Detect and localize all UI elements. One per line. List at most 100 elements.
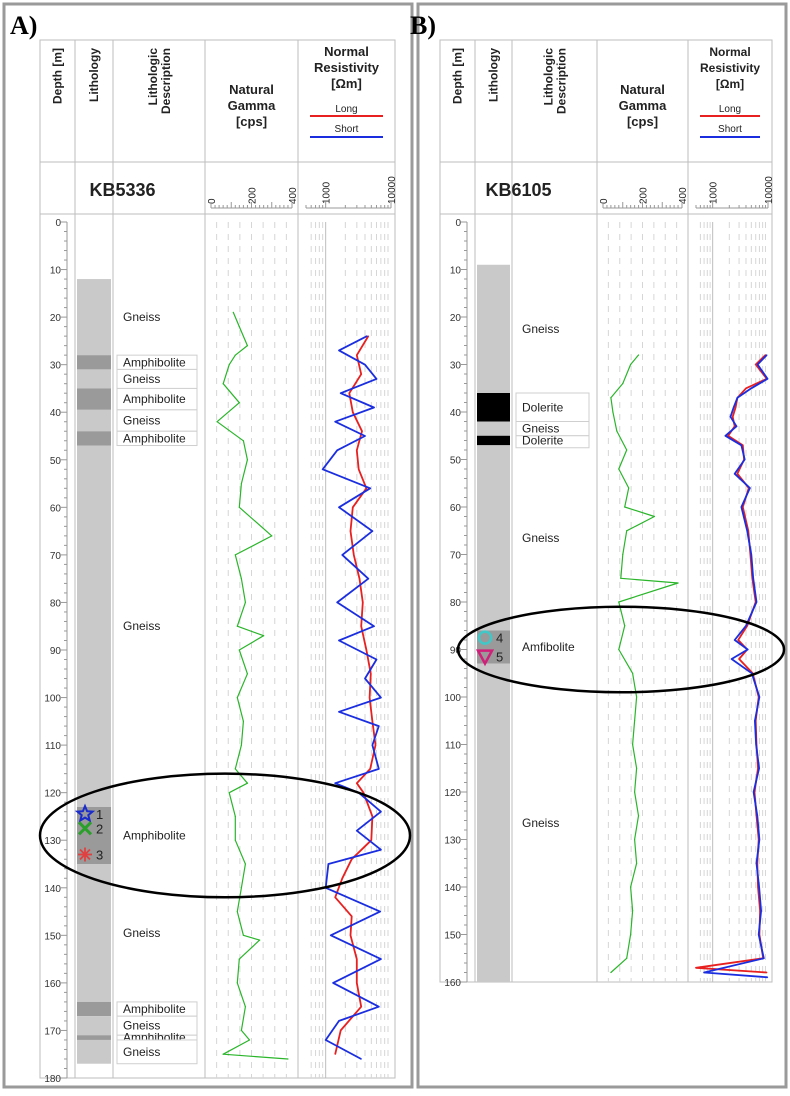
gamma-curve	[610, 354, 679, 973]
lithology-description: Gneiss	[522, 531, 559, 545]
long-resistivity-point	[351, 915, 353, 917]
gamma-point	[232, 311, 234, 313]
short-resistivity-point	[325, 1039, 327, 1041]
lithology-description: Gneiss	[123, 414, 160, 428]
depth-tick-label: 20	[450, 313, 462, 324]
gamma-point	[630, 363, 632, 366]
gamma-point	[246, 345, 249, 347]
gamma-tick-label: 0	[599, 198, 610, 204]
header-resistivity: Resistivity	[700, 61, 760, 75]
short-resistivity-point	[745, 625, 747, 627]
lithology-description: Amphibolite	[123, 355, 186, 369]
gamma-point	[632, 672, 634, 674]
short-resistivity-point	[729, 416, 732, 418]
lithology-description: Amphibolite	[123, 1002, 186, 1016]
long-resistivity-point	[367, 335, 369, 337]
panel-b: B) Depth [m] Lithology LithologicDescriptio…	[410, 11, 786, 989]
long-resistivity-point	[745, 387, 747, 389]
header-lithology: Lithology	[487, 48, 501, 102]
long-resistivity-point	[368, 696, 371, 699]
short-resistivity-point	[763, 957, 765, 959]
gamma-point	[238, 958, 240, 960]
depth-tick-label: 120	[44, 789, 61, 800]
short-resistivity-point	[334, 421, 336, 423]
legend-long: Long	[335, 104, 357, 115]
gamma-point	[628, 487, 630, 489]
gamma-point	[618, 468, 620, 470]
gamma-tick-label: 400	[288, 187, 299, 204]
lithology-description: Dolerite	[522, 434, 564, 448]
sample-marker-5: 5	[475, 649, 503, 667]
long-resistivity-point	[356, 354, 358, 356]
depth-tick-label: 100	[44, 694, 61, 705]
depth-tick-label: 40	[450, 408, 462, 419]
resistivity-tick-label: 10000	[764, 176, 775, 204]
sample-marker-label: 3	[96, 847, 103, 862]
gamma-point	[236, 982, 238, 984]
gamma-point	[622, 553, 624, 556]
gamma-point	[635, 862, 638, 864]
short-resistivity-point	[378, 768, 380, 770]
short-resistivity-point	[758, 838, 761, 841]
header-gamma: Gamma	[228, 98, 276, 113]
short-resistivity-point	[746, 530, 748, 532]
short-resistivity-point	[378, 725, 380, 727]
well-name: KB5336	[89, 180, 155, 200]
gamma-point	[248, 1039, 251, 1041]
lithology-description: Amphibolite	[123, 828, 186, 842]
depth-tick-label: 60	[50, 503, 62, 514]
panel-b-frame	[416, 2, 788, 1089]
depth-tick-label: 30	[50, 361, 62, 372]
highlight-ellipse	[456, 605, 786, 694]
long-resistivity-point	[351, 858, 353, 860]
short-resistivity-point	[378, 1006, 380, 1008]
lithology-unit	[77, 1001, 111, 1017]
gamma-point	[616, 430, 618, 432]
gamma-point	[242, 934, 244, 936]
short-resistivity-point	[336, 449, 338, 451]
panel-label: A)	[10, 11, 37, 40]
gamma-point	[632, 743, 634, 746]
long-resistivity-point	[738, 658, 740, 660]
panel-border	[39, 39, 396, 1079]
gamma-point	[222, 383, 224, 385]
header-resistivity: [Ωm]	[331, 76, 362, 91]
gamma-point	[246, 673, 249, 675]
gamma-point	[222, 1053, 224, 1055]
sample-marker-label: 4	[496, 631, 503, 646]
gamma-point	[634, 791, 636, 793]
long-resistivity-point	[371, 720, 374, 722]
long-resistivity-curve	[695, 354, 768, 974]
gamma-point	[216, 421, 218, 423]
panel-a: A) Depth [m] Lithology LithologicDescriptio…	[10, 11, 412, 1085]
depth-tick-label: 100	[444, 693, 461, 704]
short-resistivity-point	[758, 933, 760, 936]
gamma-point	[240, 578, 242, 580]
long-resistivity-point	[334, 896, 336, 898]
log-grid	[216, 222, 389, 1078]
long-resistivity-point	[352, 411, 354, 413]
short-resistivity-point	[766, 378, 769, 380]
short-resistivity-point	[380, 696, 382, 699]
header-gamma: Natural	[229, 82, 274, 97]
header-description-line: Lithologic	[542, 48, 556, 106]
gamma-point	[236, 625, 238, 627]
long-resistivity-point	[361, 430, 363, 432]
short-resistivity-point	[327, 863, 329, 865]
legend-long: Long	[719, 104, 741, 115]
depth-tick-label: 80	[450, 598, 462, 609]
sample-marker-label: 1	[96, 807, 103, 822]
long-resistivity-point	[352, 506, 354, 508]
header-depth: Depth [m]	[451, 48, 465, 104]
depth-tick-label: 170	[44, 1026, 61, 1037]
gamma-point	[626, 530, 628, 532]
legend-short: Short	[718, 124, 742, 135]
short-resistivity-point	[703, 971, 705, 974]
gamma-point	[259, 939, 261, 941]
short-resistivity-point	[755, 601, 758, 603]
lithology-unit	[477, 421, 510, 436]
gamma-point	[630, 886, 632, 888]
short-resistivity-point	[724, 435, 727, 437]
gamma-curve	[216, 312, 288, 1060]
